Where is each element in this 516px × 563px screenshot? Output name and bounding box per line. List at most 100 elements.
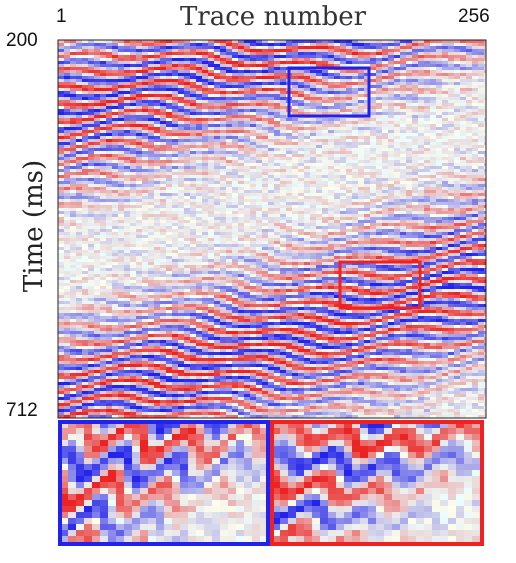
texture-cell	[130, 178, 137, 182]
texture-cell	[298, 127, 305, 131]
texture-cell	[334, 64, 341, 68]
texture-cell	[400, 118, 407, 122]
texture-cell	[364, 70, 371, 74]
texture-cell	[418, 172, 425, 176]
texture-cell	[484, 166, 486, 170]
texture-cell	[316, 58, 323, 62]
texture-cell	[400, 61, 407, 65]
texture-cell	[436, 166, 443, 170]
texture-cell	[382, 82, 389, 86]
texture-cell	[136, 43, 143, 47]
texture-cell	[106, 202, 113, 206]
texture-cell	[244, 241, 251, 245]
texture-cell	[406, 133, 413, 137]
texture-cell	[424, 103, 431, 107]
texture-cell	[382, 40, 389, 44]
texture-cell	[214, 61, 221, 65]
texture-cell	[172, 58, 179, 62]
texture-cell	[358, 169, 365, 173]
texture-cell	[322, 61, 329, 65]
texture-cell	[172, 163, 179, 167]
texture-cell	[370, 103, 377, 107]
texture-cell	[154, 232, 161, 236]
texture-cell	[76, 61, 83, 65]
texture-cell	[262, 127, 269, 131]
texture-cell	[298, 175, 305, 179]
texture-cell	[76, 172, 83, 176]
texture-cell	[448, 64, 455, 68]
texture-cell	[448, 211, 455, 215]
texture-cell	[166, 40, 173, 44]
texture-cell	[196, 178, 203, 182]
texture-cell	[310, 157, 317, 161]
texture-cell	[394, 199, 401, 203]
texture-cell	[172, 97, 179, 101]
texture-cell	[94, 103, 101, 107]
texture-cell	[310, 145, 317, 149]
texture-cell	[322, 241, 329, 245]
texture-cell	[64, 136, 71, 140]
texture-cell	[340, 118, 347, 122]
texture-cell	[448, 145, 455, 149]
texture-cell	[436, 103, 443, 107]
texture-cell	[130, 199, 137, 203]
texture-cell	[184, 178, 191, 182]
texture-cell	[112, 217, 119, 221]
texture-cell	[148, 154, 155, 158]
texture-cell	[244, 148, 251, 152]
texture-cell	[190, 112, 197, 116]
texture-cell	[310, 100, 317, 104]
texture-cell	[244, 169, 251, 173]
texture-cell	[382, 133, 389, 137]
texture-cell	[298, 211, 305, 215]
texture-cell	[250, 109, 257, 113]
texture-cell	[340, 100, 347, 104]
texture-cell	[70, 100, 77, 104]
texture-cell	[352, 58, 359, 62]
texture-cell	[322, 100, 329, 104]
texture-cell	[64, 157, 71, 161]
texture-cell	[232, 139, 239, 143]
texture-cell	[442, 112, 449, 116]
texture-cell	[364, 235, 371, 239]
texture-cell	[340, 121, 347, 125]
texture-cell	[388, 172, 395, 176]
texture-cell	[154, 181, 161, 185]
texture-cell	[472, 55, 479, 59]
texture-cell	[382, 97, 389, 101]
texture-cell	[118, 199, 125, 203]
texture-cell	[244, 106, 251, 110]
texture-cell	[112, 55, 119, 59]
texture-cell	[202, 151, 209, 155]
texture-cell	[430, 43, 437, 47]
texture-cell	[394, 97, 401, 101]
texture-cell	[442, 196, 449, 200]
texture-cell	[208, 235, 215, 239]
texture-cell	[148, 106, 155, 110]
texture-cell	[250, 169, 257, 173]
texture-cell	[484, 175, 486, 179]
texture-cell	[412, 226, 419, 230]
texture-cell	[184, 88, 191, 92]
texture-cell	[244, 121, 251, 125]
texture-cell	[94, 49, 101, 53]
texture-cell	[124, 232, 131, 236]
texture-cell	[286, 238, 293, 242]
texture-cell	[226, 199, 233, 203]
texture-cell	[160, 154, 167, 158]
texture-cell	[292, 190, 299, 194]
texture-cell	[88, 76, 95, 80]
texture-cell	[244, 67, 251, 71]
texture-cell	[388, 157, 395, 161]
texture-cell	[466, 220, 473, 224]
texture-cell	[274, 190, 281, 194]
texture-cell	[424, 52, 431, 56]
texture-cell	[154, 40, 161, 44]
texture-cell	[274, 154, 281, 158]
texture-cell	[226, 118, 233, 122]
texture-cell	[106, 247, 113, 251]
texture-cell	[214, 133, 221, 137]
texture-cell	[256, 55, 263, 59]
texture-cell	[352, 202, 359, 206]
texture-cell	[310, 205, 317, 209]
